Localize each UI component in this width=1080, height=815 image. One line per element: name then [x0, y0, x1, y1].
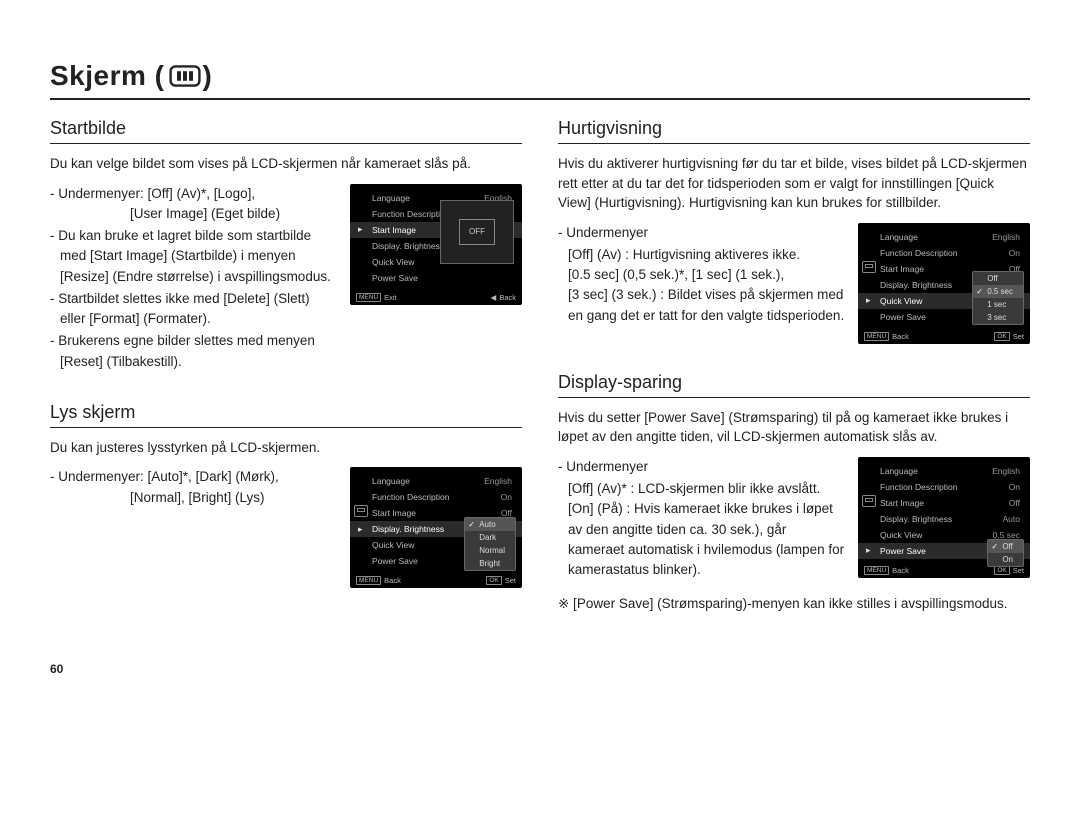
list-item: Startbildet slettes ikke med [Delete] (S… — [50, 289, 338, 330]
section-hurtigvisning: Hurtigvisning Hvis du aktiverer hurtigvi… — [558, 118, 1030, 344]
page-title: Skjerm ( — [50, 60, 165, 92]
section-title: Startbilde — [50, 118, 522, 144]
camera-menu-screenshot: LanguageEnglish Function DescriptionOn S… — [858, 457, 1030, 578]
left-column: Startbilde Du kan velge bildet som vises… — [50, 118, 522, 642]
content-columns: Startbilde Du kan velge bildet som vises… — [50, 118, 1030, 642]
list-item: Brukerens egne bilder slettes med menyen… — [50, 331, 338, 372]
camera-menu-screenshot: LanguageEnglish Function DescriptionOn ▸… — [350, 184, 522, 305]
display-icon — [169, 64, 201, 88]
powersave-popup: Off On — [987, 539, 1024, 567]
manual-page: Skjerm ( ) Startbilde Du kan velge bilde… — [0, 0, 1080, 696]
list-item: Du kan bruke et lagret bilde som startbi… — [50, 226, 338, 287]
section-lys-skjerm: Lys skjerm Du kan justeres lysstyrken på… — [50, 402, 522, 589]
right-column: Hurtigvisning Hvis du aktiverer hurtigvi… — [558, 118, 1030, 642]
footnote: ※ [Power Save] (Strømsparing)-menyen kan… — [558, 594, 1030, 614]
list-item: Undermenyer — [558, 223, 846, 243]
section-title: Lys skjerm — [50, 402, 522, 428]
section-text: Undermenyer: [Auto]*, [Dark] (Mørk),[Nor… — [50, 467, 338, 510]
page-title-row: Skjerm ( ) — [50, 60, 1030, 100]
section-intro: Hvis du aktiverer hurtigvisning før du t… — [558, 154, 1030, 213]
camera-menu-screenshot: LanguageEnglish Function DescriptionOn S… — [350, 467, 522, 588]
section-title: Display-sparing — [558, 372, 1030, 398]
page-number: 60 — [50, 662, 1030, 676]
quickview-popup: Off 0.5 sec 1 sec 3 sec — [972, 271, 1024, 325]
list-item: Undermenyer — [558, 457, 846, 477]
section-title: Hurtigvisning — [558, 118, 1030, 144]
section-startbilde: Startbilde Du kan velge bildet som vises… — [50, 118, 522, 374]
section-display-sparing: Display-sparing Hvis du setter [Power Sa… — [558, 372, 1030, 614]
page-title-close: ) — [203, 60, 213, 92]
section-intro: Du kan velge bildet som vises på LCD-skj… — [50, 154, 522, 174]
section-intro: Du kan justeres lysstyrken på LCD-skjerm… — [50, 438, 522, 458]
list-item: Undermenyer: [Auto]*, [Dark] (Mørk),[Nor… — [50, 467, 338, 508]
brightness-popup: Auto Dark Normal Bright — [464, 517, 516, 571]
section-text: Undermenyer [Off] (Av)* : LCD-skjermen b… — [558, 457, 846, 581]
start-image-preview: OFF — [440, 200, 514, 264]
section-text: Undermenyer: [Off] (Av)*, [Logo],[User I… — [50, 184, 338, 374]
section-text: Undermenyer [Off] (Av) : Hurtigvisning a… — [558, 223, 846, 326]
section-intro: Hvis du setter [Power Save] (Strømsparin… — [558, 408, 1030, 447]
list-item: Undermenyer: [Off] (Av)*, [Logo],[User I… — [50, 184, 338, 225]
camera-menu-screenshot: LanguageEnglish Function DescriptionOn S… — [858, 223, 1030, 344]
